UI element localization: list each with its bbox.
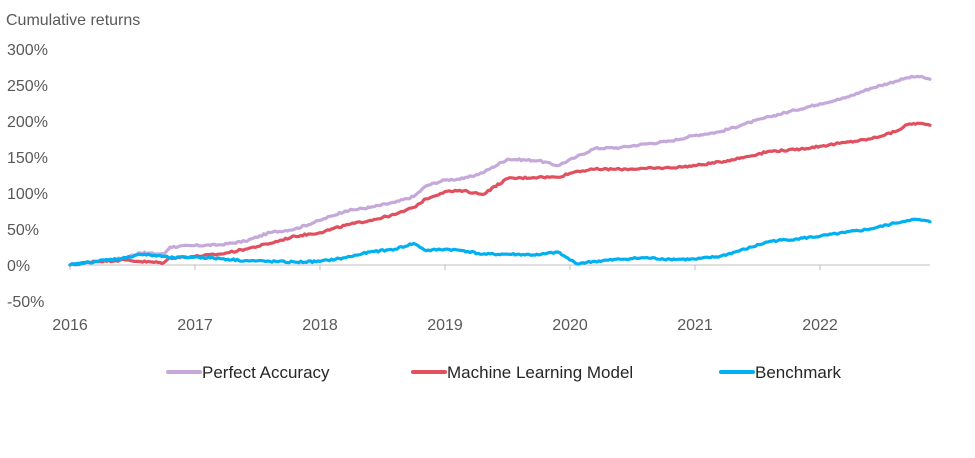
x-tick-label: 2022 bbox=[802, 317, 838, 334]
y-tick-label: 300% bbox=[7, 42, 48, 59]
y-tick-label: 0% bbox=[7, 258, 30, 275]
y-tick-label: -50% bbox=[7, 294, 44, 311]
series-line-benchmark bbox=[68, 217, 932, 267]
y-tick-label: 150% bbox=[7, 150, 48, 167]
legend-label: Perfect Accuracy bbox=[202, 363, 330, 382]
x-tick-label: 2017 bbox=[177, 317, 213, 334]
y-tick-label: 250% bbox=[7, 78, 48, 95]
legend: Perfect Accuracy Machine Learning Model Be… bbox=[166, 363, 841, 382]
x-tick-label: 2020 bbox=[552, 317, 588, 334]
y-tick-label: 200% bbox=[7, 114, 48, 131]
x-tick-label: 2021 bbox=[677, 317, 713, 334]
x-tick-label: 2016 bbox=[52, 317, 88, 334]
y-tick-label: 50% bbox=[7, 222, 39, 239]
legend-label: Machine Learning Model bbox=[447, 363, 633, 382]
chart-title: Cumulative returns bbox=[6, 12, 140, 29]
y-axis: 300% 250% 200% 150% 100% 50% 0% -50% bbox=[7, 42, 48, 311]
series-layer bbox=[68, 74, 932, 267]
x-axis: 2016 2017 2018 2019 2020 2021 2022 bbox=[52, 264, 930, 334]
x-tick-label: 2018 bbox=[302, 317, 338, 334]
series-line-machine-learning-model bbox=[68, 121, 932, 267]
legend-label: Benchmark bbox=[755, 363, 841, 382]
y-tick-label: 100% bbox=[7, 186, 48, 203]
series-line-perfect-accuracy bbox=[68, 74, 932, 267]
x-tick-label: 2019 bbox=[427, 317, 463, 334]
